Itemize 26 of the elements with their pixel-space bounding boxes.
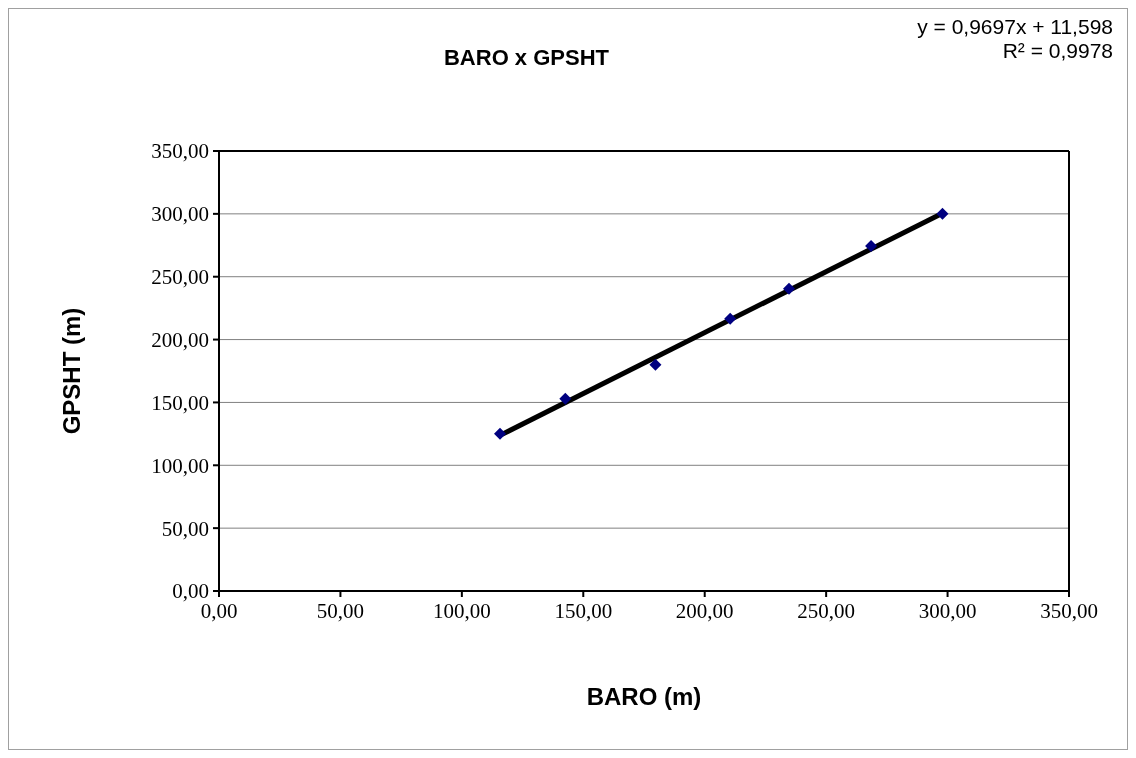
x-tick-label: 300,00	[918, 598, 977, 623]
x-tick-label: 200,00	[675, 598, 734, 623]
point	[559, 392, 572, 405]
text: y = 0,9697x + 11,598	[917, 15, 1113, 39]
y-tick-label: 50,00	[161, 516, 209, 541]
point	[865, 239, 878, 252]
x-tick-label: 100,00	[432, 598, 491, 623]
point	[724, 312, 737, 325]
chart-title: BARO x GPSHT	[443, 45, 610, 70]
x-tick-label: 250,00	[797, 598, 856, 623]
x-tick-label: 50,00	[316, 598, 365, 623]
x-axis-title: BARO (m)	[586, 683, 702, 710]
x-tick-label: 350,00	[1040, 598, 1098, 623]
x-tick-label: 150,00	[554, 598, 613, 623]
point	[493, 427, 506, 440]
y-tick-label: 200,00	[151, 328, 209, 353]
y-tick-label: 150,00	[151, 390, 209, 415]
y-tick-label: 350,00	[151, 139, 209, 164]
y-axis-title: GPSHT (m)	[57, 307, 85, 435]
y-tick-label: 100,00	[151, 453, 209, 478]
text: R² = 0,9978	[1001, 39, 1113, 63]
point	[936, 207, 949, 220]
point	[782, 282, 795, 295]
point	[649, 358, 662, 371]
y-tick-label: 300,00	[151, 202, 209, 227]
y-tick-label: 250,00	[151, 265, 209, 290]
